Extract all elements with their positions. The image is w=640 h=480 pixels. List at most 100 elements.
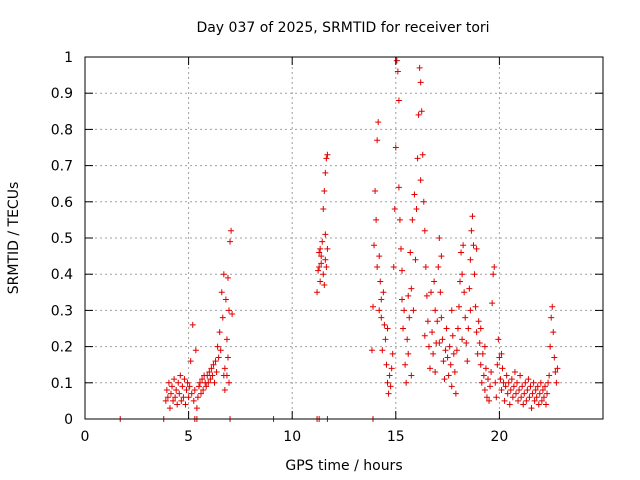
data-point [164, 394, 171, 401]
data-point [438, 314, 445, 321]
data-point [315, 267, 322, 274]
data-point [410, 307, 417, 314]
data-point [192, 347, 199, 354]
data-point [190, 397, 197, 404]
data-point [547, 343, 554, 350]
data-point [407, 249, 414, 256]
data-point [553, 379, 560, 386]
data-point [471, 271, 478, 278]
data-point [488, 368, 495, 375]
data-point [208, 365, 215, 372]
data-point [384, 325, 391, 332]
data-point [415, 111, 422, 118]
data-point [384, 379, 391, 386]
data-point [474, 350, 481, 357]
data-point [172, 394, 179, 401]
data-point [211, 379, 218, 386]
data-point [521, 390, 528, 397]
data-point [317, 245, 324, 252]
data-point [533, 394, 540, 401]
data-point [316, 249, 323, 256]
data-point [495, 336, 502, 343]
data-point [380, 289, 387, 296]
data-point [213, 368, 220, 375]
data-point [527, 383, 534, 390]
data-point [526, 394, 533, 401]
data-point [426, 365, 433, 372]
data-point [529, 390, 536, 397]
data-point [510, 383, 517, 390]
data-point [538, 397, 545, 404]
data-point [221, 387, 228, 394]
data-point [212, 358, 219, 365]
data-point [215, 354, 222, 361]
data-point [498, 350, 505, 357]
data-point [400, 325, 407, 332]
data-point [324, 245, 331, 252]
data-point [508, 376, 515, 383]
data-point [486, 397, 493, 404]
data-point [412, 256, 419, 263]
data-point [498, 387, 505, 394]
data-point [536, 390, 543, 397]
data-point [432, 307, 439, 314]
data-point [177, 372, 184, 379]
data-point [392, 144, 399, 151]
data-point [467, 256, 474, 263]
data-point [465, 325, 472, 332]
data-point [516, 387, 523, 394]
data-point [163, 387, 170, 394]
data-point [210, 361, 217, 368]
data-point [492, 379, 499, 386]
y-axis-title: SRMTID / TECUs [6, 182, 22, 295]
data-point [227, 238, 234, 245]
data-point [205, 379, 212, 386]
data-point [320, 271, 327, 278]
data-point [421, 227, 428, 234]
data-point [434, 318, 441, 325]
data-point [317, 278, 324, 285]
data-point [440, 358, 447, 365]
data-point [481, 387, 488, 394]
data-point [496, 354, 503, 361]
data-point [219, 314, 226, 321]
data-point [378, 314, 385, 321]
data-point [405, 350, 412, 357]
data-point [320, 206, 327, 213]
data-point [436, 235, 443, 241]
data-point [318, 253, 325, 260]
data-point [448, 307, 455, 314]
data-point [525, 376, 532, 383]
data-point [165, 379, 172, 386]
data-point [189, 321, 196, 328]
data-point [544, 390, 551, 397]
data-point [316, 263, 323, 270]
data-point [186, 383, 193, 390]
data-point [402, 361, 409, 368]
data-point [438, 253, 445, 260]
data-point [409, 216, 416, 223]
data-point [429, 329, 436, 336]
data-point [497, 376, 504, 383]
data-point [413, 206, 420, 213]
data-point [493, 394, 500, 401]
data-point [500, 379, 507, 386]
x-tick-label: 20 [490, 429, 508, 445]
data-point [531, 397, 538, 404]
data-point [374, 137, 381, 144]
data-point [551, 354, 558, 361]
data-point [528, 405, 535, 412]
data-point [396, 216, 403, 223]
data-point [376, 307, 383, 314]
data-point [383, 361, 390, 368]
data-point [399, 296, 406, 303]
data-point [207, 376, 214, 383]
data-point [371, 242, 378, 249]
data-point [548, 314, 555, 321]
data-point [169, 383, 176, 390]
y-tick-label: 0.9 [51, 86, 73, 102]
data-point [428, 289, 435, 296]
data-point [523, 397, 530, 404]
data-point [442, 347, 449, 354]
